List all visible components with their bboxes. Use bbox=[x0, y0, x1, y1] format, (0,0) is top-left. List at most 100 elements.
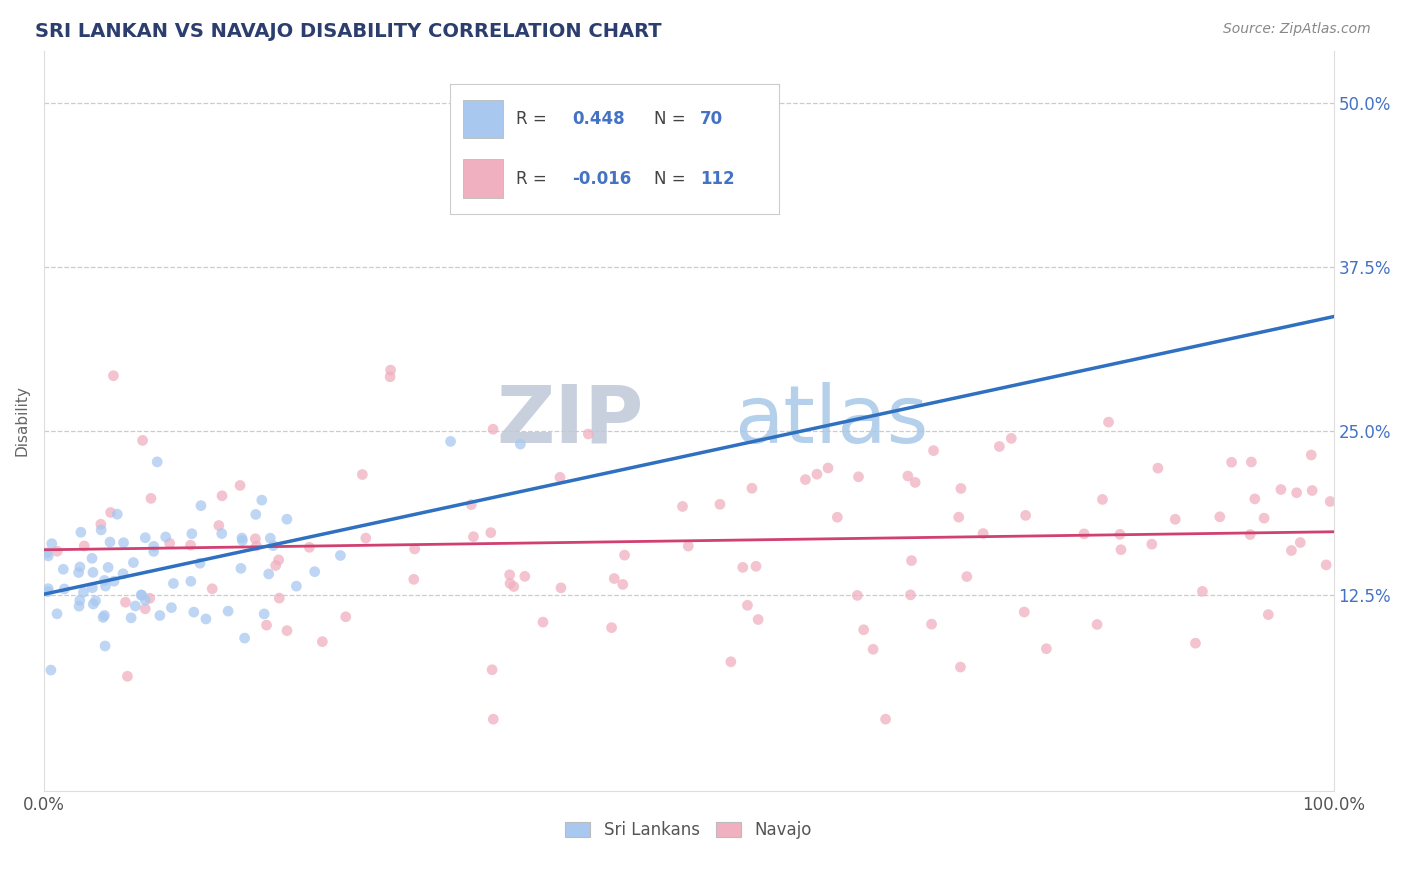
Point bbox=[482, 422, 505, 436]
Point bbox=[1097, 415, 1119, 429]
Point bbox=[37, 549, 59, 563]
Point bbox=[900, 588, 922, 602]
Point bbox=[134, 531, 156, 545]
Point bbox=[852, 623, 875, 637]
Point bbox=[72, 585, 94, 599]
Point bbox=[1035, 641, 1057, 656]
Point bbox=[134, 602, 156, 616]
Point bbox=[311, 634, 333, 648]
Point bbox=[69, 593, 91, 607]
Point bbox=[897, 469, 920, 483]
Point bbox=[90, 517, 112, 532]
Point bbox=[509, 437, 531, 451]
Point bbox=[256, 618, 278, 632]
Point bbox=[1319, 494, 1341, 508]
Point bbox=[73, 539, 96, 553]
Point bbox=[1301, 483, 1323, 498]
Point bbox=[949, 660, 972, 674]
Point bbox=[94, 639, 117, 653]
Point bbox=[231, 531, 253, 545]
Point bbox=[354, 531, 377, 545]
Point bbox=[245, 508, 267, 522]
Point bbox=[335, 609, 357, 624]
Point bbox=[956, 569, 979, 583]
Point bbox=[194, 612, 217, 626]
Point bbox=[678, 539, 700, 553]
Point bbox=[404, 541, 426, 556]
Point bbox=[904, 475, 927, 490]
Point bbox=[481, 663, 503, 677]
Point bbox=[1012, 605, 1035, 619]
Point bbox=[52, 562, 75, 576]
Point bbox=[1147, 461, 1170, 475]
Point bbox=[612, 577, 634, 591]
Point bbox=[1091, 492, 1114, 507]
Point bbox=[94, 579, 117, 593]
Point bbox=[1220, 455, 1243, 469]
Point bbox=[39, 663, 62, 677]
Point bbox=[100, 506, 122, 520]
Point bbox=[1243, 491, 1265, 506]
Point bbox=[276, 512, 298, 526]
Point bbox=[817, 461, 839, 475]
Point bbox=[146, 455, 169, 469]
Point bbox=[846, 589, 869, 603]
Point bbox=[208, 518, 231, 533]
Point bbox=[91, 610, 114, 624]
Point bbox=[97, 560, 120, 574]
Point bbox=[1000, 431, 1022, 445]
Point bbox=[709, 497, 731, 511]
Point bbox=[875, 712, 897, 726]
Point bbox=[229, 478, 252, 492]
Point bbox=[603, 572, 626, 586]
Point bbox=[550, 581, 572, 595]
Point bbox=[806, 467, 828, 482]
Point bbox=[231, 533, 253, 548]
Point bbox=[259, 531, 281, 545]
Point bbox=[124, 599, 146, 613]
Point bbox=[1014, 508, 1036, 523]
Point bbox=[82, 566, 104, 580]
Point bbox=[188, 556, 211, 570]
Point bbox=[67, 599, 90, 614]
Point bbox=[149, 608, 172, 623]
Text: Source: ZipAtlas.com: Source: ZipAtlas.com bbox=[1223, 22, 1371, 37]
Point bbox=[862, 642, 884, 657]
Point bbox=[1109, 542, 1132, 557]
Point bbox=[257, 566, 280, 581]
Point bbox=[159, 536, 181, 550]
Point bbox=[262, 539, 284, 553]
Point bbox=[502, 580, 524, 594]
Point bbox=[731, 560, 754, 574]
Point bbox=[217, 604, 239, 618]
Point bbox=[53, 582, 76, 596]
Point bbox=[1240, 455, 1263, 469]
Point bbox=[972, 526, 994, 541]
Point bbox=[114, 595, 136, 609]
Point bbox=[37, 546, 59, 560]
Point bbox=[90, 523, 112, 537]
Point bbox=[180, 538, 202, 552]
Point bbox=[105, 507, 128, 521]
Point bbox=[439, 434, 461, 449]
Y-axis label: Disability: Disability bbox=[15, 385, 30, 457]
Point bbox=[211, 489, 233, 503]
Point bbox=[93, 574, 115, 588]
Point bbox=[1285, 485, 1308, 500]
Point bbox=[848, 470, 870, 484]
Point bbox=[460, 498, 482, 512]
Point bbox=[1140, 537, 1163, 551]
Point bbox=[46, 544, 69, 558]
Point bbox=[70, 525, 93, 540]
Point bbox=[524, 142, 547, 156]
Point bbox=[1281, 543, 1303, 558]
Point bbox=[1239, 527, 1261, 541]
Point bbox=[183, 605, 205, 619]
Point bbox=[180, 574, 202, 589]
Point bbox=[548, 470, 571, 484]
Point bbox=[93, 608, 115, 623]
Point bbox=[41, 536, 63, 550]
Point bbox=[1315, 558, 1337, 572]
Point bbox=[479, 525, 502, 540]
Point bbox=[1257, 607, 1279, 622]
